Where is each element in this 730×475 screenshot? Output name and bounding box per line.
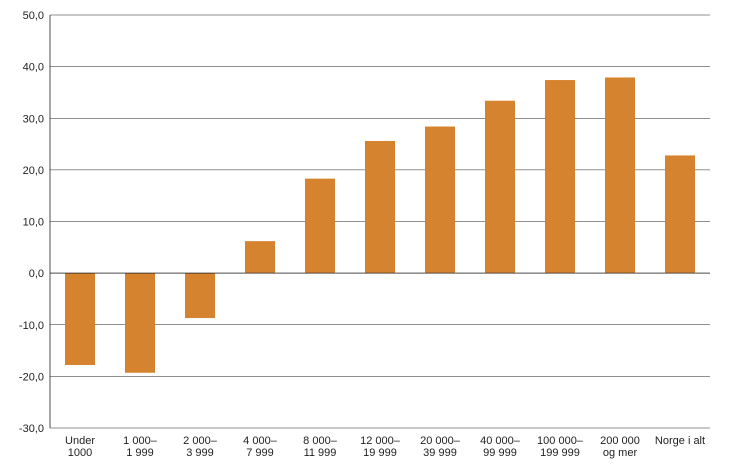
x-category-label: 40 000– 99 999 (480, 435, 521, 459)
bar (185, 273, 215, 319)
y-tick-label: -10,0 (19, 320, 44, 332)
y-axis-tick-labels: 50,0 40,0 30,0 20,0 10,0 0,0 -10,0 -20,0 -30,0 (19, 10, 44, 435)
bar (365, 140, 395, 274)
x-category-label: 12 000– 19 999 (360, 435, 401, 459)
bar (125, 273, 155, 373)
bar (485, 100, 515, 274)
x-category-label: 1 000– 1 999 (123, 435, 158, 459)
y-tick-label: -30,0 (19, 423, 44, 435)
bar (545, 80, 575, 274)
y-tick-label: 10,0 (23, 217, 44, 229)
bar (245, 241, 275, 274)
x-category-label: 20 000– 39 999 (420, 435, 461, 459)
y-tick-label: 50,0 (23, 10, 44, 22)
x-category-label: 2 000– 3 999 (183, 435, 218, 459)
bar (665, 155, 695, 274)
x-category-label: 8 000– 11 999 (303, 435, 338, 459)
x-category-label: 4 000– 7 999 (243, 435, 278, 459)
y-tick-label: -20,0 (19, 371, 44, 383)
x-category-label: 200 000 og mer (600, 435, 640, 459)
bars (50, 77, 710, 373)
y-tick-label: 0,0 (29, 268, 44, 280)
x-category-label: Under 1000 (65, 435, 95, 459)
bar (305, 178, 335, 274)
x-axis-category-labels: Under 1000 1 000– 1 999 2 000– 3 999 4 000– 7 9… (65, 435, 705, 459)
y-tick-label: 30,0 (23, 113, 44, 125)
bar (605, 77, 635, 274)
bar (65, 273, 95, 366)
bar (425, 126, 455, 274)
x-category-label: 100 000– 199 999 (537, 435, 584, 459)
y-tick-label: 20,0 (23, 165, 44, 177)
y-tick-label: 40,0 (23, 62, 44, 74)
x-category-label: Norge i alt (655, 435, 705, 447)
